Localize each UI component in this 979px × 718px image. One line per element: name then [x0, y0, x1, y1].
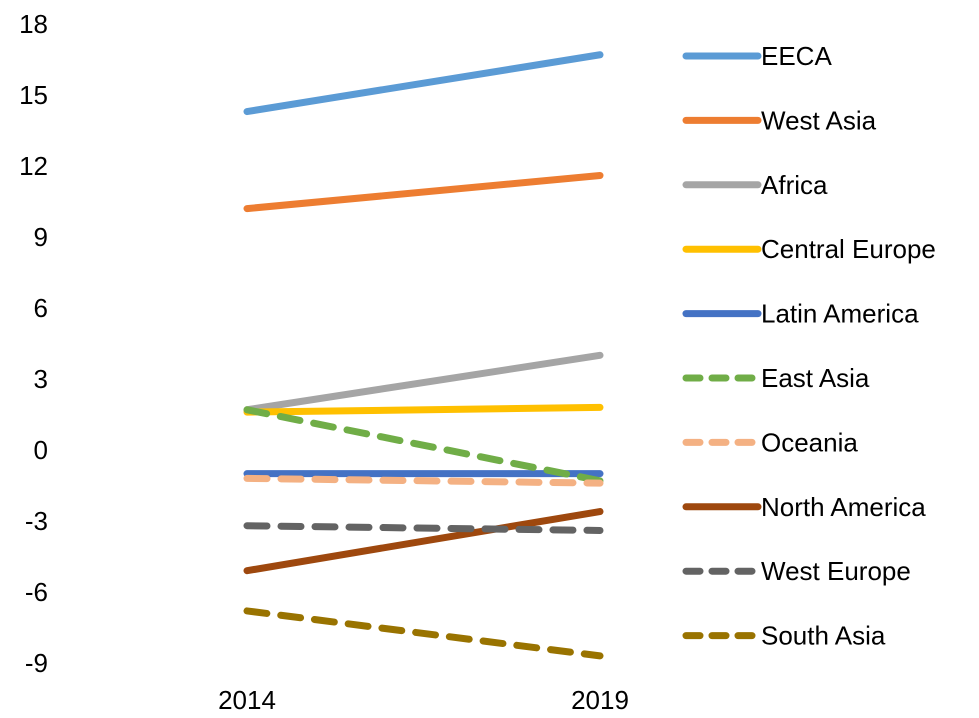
legend-item-south-asia: South Asia [682, 621, 886, 651]
legend-label: EECA [761, 41, 832, 71]
legend-label: North America [761, 492, 926, 522]
series-line-north-america [243, 508, 604, 575]
legend: EECA West Asia Africa Central Europe Latin A… [682, 41, 936, 651]
y-axis-tick-labels: 18 15 12 9 6 3 0 -3 -6 -9 [19, 9, 48, 678]
y-tick-label: 18 [19, 9, 48, 39]
series-line-eeca [243, 51, 604, 116]
legend-label: South Asia [761, 621, 886, 651]
legend-item-west-europe: West Europe [682, 556, 911, 586]
series-line-east-asia [243, 406, 604, 485]
series-line-central-europe [243, 403, 604, 416]
legend-item-latin-america: Latin America [682, 299, 919, 329]
y-tick-label: 6 [34, 293, 48, 323]
series-lines [243, 51, 604, 660]
legend-item-west-asia: West Asia [682, 105, 877, 135]
legend-label: West Europe [761, 556, 911, 586]
series-line-africa [243, 351, 604, 414]
legend-item-central-europe: Central Europe [682, 234, 936, 264]
legend-label: West Asia [761, 105, 877, 135]
x-tick-label: 2019 [571, 685, 629, 715]
series-line-south-asia [243, 607, 604, 660]
legend-item-oceania: Oceania [682, 427, 858, 457]
series-line-oceania [243, 474, 604, 487]
legend-label: Latin America [761, 299, 919, 329]
legend-item-eeca: EECA [682, 41, 832, 71]
y-tick-label: 3 [34, 364, 48, 394]
x-tick-label: 2014 [218, 685, 276, 715]
y-tick-label: -3 [25, 506, 48, 536]
y-tick-label: -9 [25, 648, 48, 678]
series-line-west-asia [243, 171, 604, 213]
legend-item-north-america: North America [682, 492, 926, 522]
y-tick-label: -6 [25, 577, 48, 607]
legend-item-east-asia: East Asia [682, 363, 870, 393]
legend-label: Central Europe [761, 234, 936, 264]
x-axis-tick-labels: 2014 2019 [218, 685, 629, 715]
legend-item-africa: Africa [682, 170, 828, 200]
legend-label: Oceania [761, 427, 858, 457]
legend-label: Africa [761, 170, 828, 200]
legend-label: East Asia [761, 363, 870, 393]
y-tick-label: 12 [19, 151, 48, 181]
series-line-west-europe [243, 522, 604, 534]
y-tick-label: 9 [34, 222, 48, 252]
y-tick-label: 15 [19, 80, 48, 110]
y-tick-label: 0 [34, 435, 48, 465]
